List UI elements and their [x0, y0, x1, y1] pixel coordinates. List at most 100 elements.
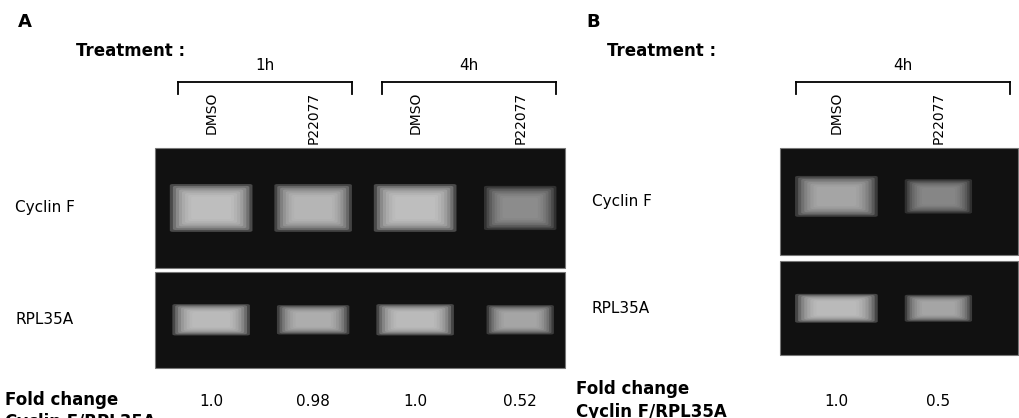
FancyBboxPatch shape — [486, 188, 553, 228]
Text: Treatment :: Treatment : — [76, 42, 185, 60]
FancyBboxPatch shape — [172, 304, 250, 335]
FancyBboxPatch shape — [491, 307, 548, 332]
Text: 0.98: 0.98 — [296, 394, 330, 409]
FancyBboxPatch shape — [816, 301, 856, 315]
FancyBboxPatch shape — [187, 195, 233, 221]
Text: 4h: 4h — [460, 58, 478, 73]
FancyBboxPatch shape — [497, 194, 542, 222]
Text: A: A — [18, 13, 33, 31]
FancyBboxPatch shape — [385, 191, 443, 224]
FancyBboxPatch shape — [379, 305, 450, 334]
Text: Cyclin F: Cyclin F — [15, 201, 75, 215]
FancyBboxPatch shape — [287, 309, 338, 330]
FancyBboxPatch shape — [169, 184, 253, 232]
FancyBboxPatch shape — [810, 184, 862, 209]
Bar — [780, 261, 1017, 355]
FancyBboxPatch shape — [807, 182, 865, 211]
Text: RPL35A: RPL35A — [591, 301, 649, 316]
FancyBboxPatch shape — [280, 188, 345, 228]
FancyBboxPatch shape — [918, 187, 957, 206]
FancyBboxPatch shape — [503, 313, 536, 327]
Text: RPL35A: RPL35A — [15, 312, 73, 327]
FancyBboxPatch shape — [387, 309, 442, 331]
FancyBboxPatch shape — [285, 191, 340, 224]
FancyBboxPatch shape — [493, 308, 546, 331]
FancyBboxPatch shape — [797, 295, 874, 321]
FancyBboxPatch shape — [291, 195, 334, 221]
Text: B: B — [586, 13, 599, 31]
Text: 0.52: 0.52 — [502, 394, 537, 409]
FancyBboxPatch shape — [816, 187, 856, 206]
FancyBboxPatch shape — [379, 188, 449, 228]
Text: 4h: 4h — [893, 58, 911, 73]
FancyBboxPatch shape — [797, 178, 874, 215]
Text: Cyclin F: Cyclin F — [591, 194, 651, 209]
FancyBboxPatch shape — [292, 311, 333, 328]
Bar — [155, 148, 565, 268]
FancyBboxPatch shape — [296, 313, 330, 327]
FancyBboxPatch shape — [906, 181, 969, 212]
FancyBboxPatch shape — [376, 304, 453, 335]
FancyBboxPatch shape — [391, 195, 437, 221]
Text: DMSO: DMSO — [408, 92, 422, 134]
FancyBboxPatch shape — [396, 312, 433, 327]
FancyBboxPatch shape — [289, 311, 336, 329]
FancyBboxPatch shape — [803, 181, 868, 212]
Text: Fold change
Cyclin F/RPL35A: Fold change Cyclin F/RPL35A — [5, 391, 156, 418]
FancyBboxPatch shape — [282, 189, 343, 227]
FancyBboxPatch shape — [277, 305, 348, 334]
FancyBboxPatch shape — [496, 309, 543, 330]
Bar — [780, 148, 1017, 255]
FancyBboxPatch shape — [175, 305, 247, 334]
FancyBboxPatch shape — [807, 298, 865, 319]
FancyBboxPatch shape — [795, 294, 876, 323]
FancyBboxPatch shape — [376, 186, 452, 230]
Text: 0.5: 0.5 — [925, 394, 950, 409]
FancyBboxPatch shape — [193, 312, 229, 327]
FancyBboxPatch shape — [288, 193, 337, 223]
FancyBboxPatch shape — [185, 193, 236, 223]
Text: P22077: P22077 — [306, 92, 320, 144]
FancyBboxPatch shape — [192, 197, 230, 219]
FancyBboxPatch shape — [382, 189, 446, 227]
FancyBboxPatch shape — [294, 197, 331, 219]
FancyBboxPatch shape — [373, 184, 457, 232]
FancyBboxPatch shape — [180, 308, 242, 332]
FancyBboxPatch shape — [904, 295, 971, 322]
FancyBboxPatch shape — [909, 182, 966, 211]
FancyBboxPatch shape — [500, 311, 539, 328]
FancyBboxPatch shape — [803, 297, 868, 319]
FancyBboxPatch shape — [277, 186, 348, 230]
FancyBboxPatch shape — [914, 299, 961, 318]
Text: 1.0: 1.0 — [823, 394, 848, 409]
FancyBboxPatch shape — [488, 306, 551, 334]
FancyBboxPatch shape — [911, 298, 964, 319]
Text: P22077: P22077 — [513, 92, 527, 144]
FancyBboxPatch shape — [181, 191, 240, 224]
FancyBboxPatch shape — [384, 308, 445, 332]
FancyBboxPatch shape — [795, 176, 876, 217]
FancyBboxPatch shape — [274, 184, 352, 232]
FancyBboxPatch shape — [914, 184, 961, 209]
FancyBboxPatch shape — [190, 311, 232, 329]
FancyBboxPatch shape — [390, 310, 439, 330]
FancyBboxPatch shape — [494, 193, 545, 223]
FancyBboxPatch shape — [393, 311, 436, 329]
Text: DMSO: DMSO — [828, 92, 843, 134]
FancyBboxPatch shape — [813, 185, 859, 208]
FancyBboxPatch shape — [911, 183, 964, 210]
FancyBboxPatch shape — [499, 196, 540, 220]
FancyBboxPatch shape — [810, 299, 862, 317]
FancyBboxPatch shape — [489, 189, 550, 227]
FancyBboxPatch shape — [498, 311, 541, 329]
FancyBboxPatch shape — [178, 306, 244, 333]
FancyBboxPatch shape — [284, 308, 341, 331]
FancyBboxPatch shape — [279, 306, 346, 334]
FancyBboxPatch shape — [813, 300, 859, 316]
FancyBboxPatch shape — [183, 309, 238, 331]
FancyBboxPatch shape — [382, 306, 447, 333]
FancyBboxPatch shape — [388, 193, 440, 223]
FancyBboxPatch shape — [491, 191, 548, 225]
Text: 1h: 1h — [256, 58, 274, 73]
Text: P22077: P22077 — [930, 92, 945, 144]
